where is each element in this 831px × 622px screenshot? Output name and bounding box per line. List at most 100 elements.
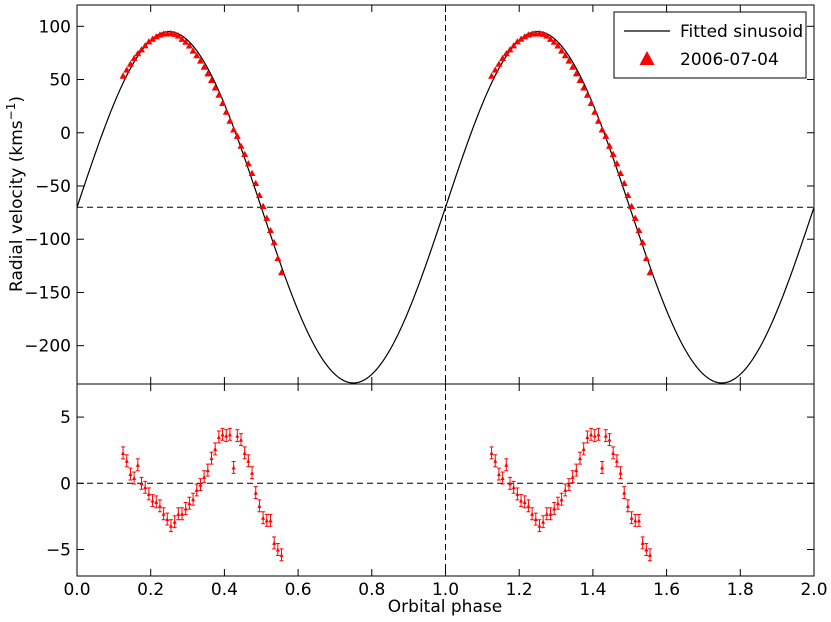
residual-marker bbox=[526, 503, 531, 508]
residual-marker bbox=[622, 490, 627, 495]
residual-marker bbox=[589, 432, 594, 437]
residual-point bbox=[161, 507, 166, 521]
residual-marker bbox=[592, 433, 597, 438]
legend-label-fitted-sinusoid: Fitted sinusoid bbox=[680, 22, 803, 42]
residual-marker bbox=[202, 474, 207, 479]
residual-point bbox=[150, 494, 155, 507]
residual-marker bbox=[143, 485, 148, 490]
residual-marker bbox=[157, 503, 162, 508]
residual-point bbox=[578, 451, 583, 465]
data-point bbox=[635, 226, 643, 234]
residual-marker bbox=[275, 547, 280, 552]
residual-point bbox=[570, 470, 575, 484]
residual-point bbox=[566, 478, 571, 492]
residual-point bbox=[611, 446, 616, 460]
residual-marker bbox=[238, 437, 243, 442]
data-point bbox=[211, 84, 219, 91]
residual-marker bbox=[235, 433, 240, 438]
data-point bbox=[620, 179, 628, 187]
data-point bbox=[137, 46, 145, 53]
residual-marker bbox=[191, 497, 196, 502]
residual-marker bbox=[570, 474, 575, 479]
residual-point bbox=[143, 480, 148, 494]
legend-label-2006-07-04: 2006-07-04 bbox=[680, 50, 779, 70]
residual-marker bbox=[146, 491, 151, 496]
residual-point bbox=[636, 513, 641, 527]
residual-point bbox=[261, 511, 266, 525]
residual-marker bbox=[150, 498, 155, 503]
data-point bbox=[639, 238, 647, 246]
residual-point bbox=[268, 513, 273, 527]
residual-marker bbox=[511, 485, 516, 490]
residual-marker bbox=[581, 446, 586, 451]
residual-point bbox=[279, 548, 284, 562]
data-point bbox=[591, 108, 599, 115]
data-point bbox=[171, 30, 179, 37]
residual-point bbox=[168, 519, 173, 533]
residual-marker bbox=[633, 518, 638, 523]
legend: Fitted sinusoid 2006-07-04 bbox=[613, 11, 807, 79]
data-point bbox=[152, 33, 160, 40]
residual-point bbox=[132, 471, 137, 485]
data-point bbox=[248, 169, 256, 177]
data-point bbox=[185, 42, 193, 49]
y-tick-label: 100 bbox=[39, 17, 71, 37]
data-point bbox=[642, 254, 650, 262]
residual-point bbox=[194, 483, 199, 497]
residual-marker bbox=[250, 470, 255, 475]
data-point bbox=[244, 160, 252, 167]
data-point bbox=[510, 42, 518, 49]
residual-marker bbox=[493, 458, 498, 463]
residual-marker bbox=[603, 433, 608, 438]
residual-marker bbox=[625, 503, 630, 508]
data-point bbox=[222, 108, 230, 115]
residual-point bbox=[146, 487, 151, 501]
residual-point bbox=[644, 543, 649, 556]
x-tick-label: 0.2 bbox=[137, 580, 164, 600]
residual-point bbox=[493, 454, 498, 468]
data-point bbox=[502, 49, 510, 57]
y-axis-label-close: ) bbox=[7, 96, 27, 103]
y-tick-label: 0 bbox=[60, 474, 71, 494]
data-point bbox=[488, 72, 496, 79]
residual-point bbox=[607, 433, 612, 447]
residual-point bbox=[205, 463, 210, 477]
residual-point bbox=[209, 451, 214, 465]
data-point bbox=[499, 54, 507, 62]
x-tick-label: 0.6 bbox=[285, 580, 312, 600]
data-point bbox=[572, 70, 580, 77]
residual-marker bbox=[585, 434, 590, 439]
data-point bbox=[543, 32, 551, 39]
residual-point bbox=[242, 446, 247, 460]
data-point bbox=[521, 33, 529, 40]
residual-marker bbox=[489, 450, 494, 455]
residual-marker bbox=[530, 511, 535, 516]
data-point bbox=[145, 38, 153, 45]
residual-marker bbox=[522, 499, 527, 504]
residual-marker bbox=[279, 552, 284, 557]
x-tick-label: 1.2 bbox=[506, 580, 533, 600]
data-point bbox=[130, 54, 138, 62]
residual-marker bbox=[504, 462, 509, 467]
residual-point bbox=[180, 507, 185, 521]
residual-point bbox=[574, 463, 579, 477]
residual-marker bbox=[600, 465, 605, 470]
data-point bbox=[565, 57, 573, 64]
residual-marker bbox=[574, 468, 579, 473]
residual-marker bbox=[154, 499, 159, 504]
residual-point bbox=[537, 519, 542, 533]
residual-point bbox=[489, 446, 494, 460]
residual-point bbox=[563, 483, 568, 497]
residual-point bbox=[581, 442, 586, 456]
data-point bbox=[274, 254, 282, 262]
x-tick-label: 1.6 bbox=[653, 580, 680, 600]
residual-point bbox=[541, 515, 546, 529]
residual-point bbox=[600, 460, 605, 474]
residual-point bbox=[231, 460, 236, 474]
data-point bbox=[193, 51, 201, 59]
x-ticks: 0.0 0.2 0.4 0.6 0.8 1.0 1.2 1.4 1.6 1.8 2.0 bbox=[63, 5, 828, 600]
residual-point bbox=[246, 454, 251, 468]
x-tick-label: 2.0 bbox=[800, 580, 827, 600]
residual-point bbox=[648, 548, 653, 562]
bottom-panel: 50−5 0.0 0.2 0.4 0.6 0.8 1.0 1.2 1.4 1.6 1.8 2.0 bbox=[46, 5, 828, 600]
